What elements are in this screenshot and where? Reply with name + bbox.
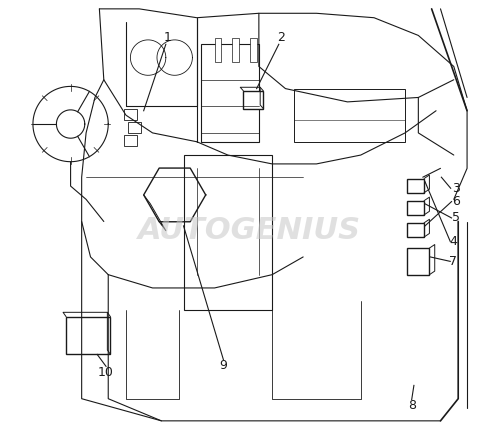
Bar [184, 155, 272, 310]
Bar [124, 135, 137, 146]
Text: 4: 4 [450, 235, 458, 248]
Text: 2: 2 [277, 31, 285, 44]
Text: 3: 3 [452, 182, 460, 195]
Text: 5: 5 [452, 211, 460, 225]
Bar [124, 109, 137, 120]
Bar [408, 248, 430, 275]
Text: 9: 9 [220, 359, 228, 372]
Text: 1: 1 [164, 31, 172, 44]
Bar [408, 201, 424, 215]
Bar [66, 317, 110, 354]
Text: 6: 6 [452, 195, 460, 208]
Bar [214, 38, 221, 62]
Bar [244, 91, 264, 109]
Text: 8: 8 [408, 399, 416, 412]
Bar [232, 38, 239, 62]
Bar [408, 179, 424, 193]
Text: 7: 7 [449, 255, 457, 268]
Bar [202, 44, 259, 142]
Bar [294, 89, 405, 142]
Bar [408, 223, 424, 237]
Text: 10: 10 [98, 365, 114, 379]
Text: AUTOGENIUS: AUTOGENIUS [138, 216, 362, 245]
Bar [250, 38, 256, 62]
Bar [128, 122, 141, 133]
